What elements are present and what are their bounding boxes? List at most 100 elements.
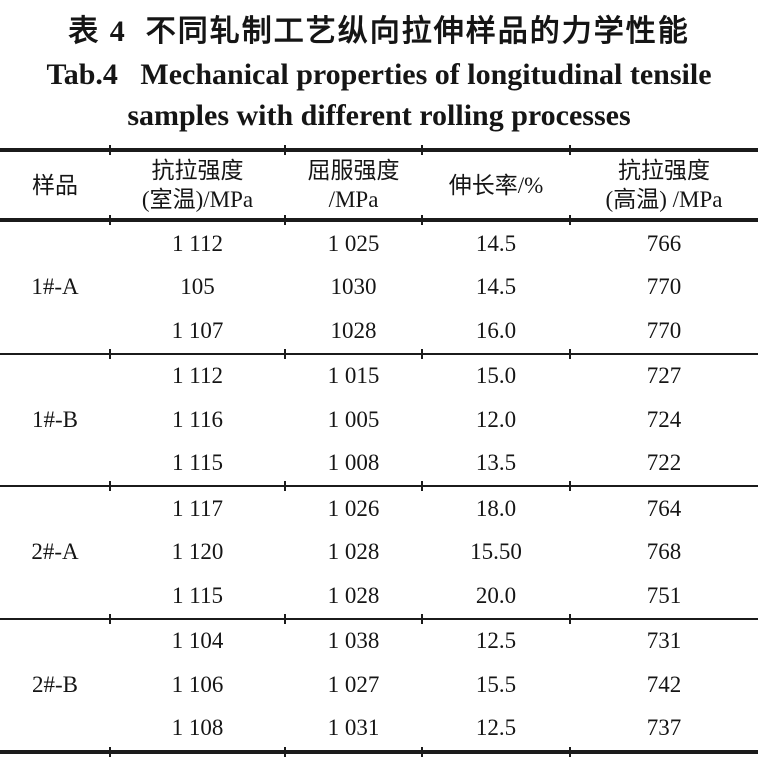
col-header-tensile-room: 抗拉强度 (室温)/MPa	[110, 152, 285, 218]
table-cell: 1 115	[172, 582, 223, 608]
col-header-yield: 屈服强度 /MPa	[285, 152, 422, 218]
table-cell: 1 027	[327, 671, 380, 697]
table-cell: 1 112	[172, 230, 223, 256]
table-cell: 20.0	[475, 582, 517, 608]
table-cell: 15.0	[475, 363, 517, 389]
table-cell: 1030	[330, 274, 377, 300]
column-tick	[421, 613, 423, 624]
sample-label: 1#-A	[31, 274, 79, 300]
table-cell: 1 038	[327, 628, 380, 654]
table-rule-group-3	[0, 613, 758, 624]
col-header-label: 屈服强度	[307, 158, 400, 183]
sample-label: 2#-B	[32, 671, 78, 697]
table-cell: 1 117	[172, 495, 223, 521]
table-cell: 770	[646, 274, 682, 300]
table-cell: 1 005	[327, 406, 380, 432]
table-cell: 12.5	[475, 628, 517, 654]
table-title-en-line2: samples with different rolling processes	[127, 99, 631, 132]
table-row: 1 117 1 026 18.0 764	[110, 487, 758, 531]
col-header-label: (室温)/MPa	[141, 187, 254, 212]
column-tick	[109, 348, 111, 359]
column-tick	[284, 145, 286, 155]
table-header-row: 样品 抗拉强度 (室温)/MPa 屈服强度 /MPa 伸长率/% 抗拉强度 (高…	[0, 152, 758, 218]
table-cell: 15.5	[475, 671, 517, 697]
sample-group-2b: 2#-B 1 104 1 038 12.5 731 1 106 1 027 15…	[0, 620, 758, 751]
column-tick	[109, 215, 111, 225]
column-tick	[284, 747, 286, 757]
sample-group-1b: 1#-B 1 112 1 015 15.0 727 1 116 1 005 12…	[0, 355, 758, 486]
table-cell: 1 028	[327, 539, 380, 565]
table-cell: 105	[180, 274, 215, 300]
column-tick	[569, 613, 571, 624]
table-row: 1 108 1 031 12.5 737	[110, 707, 758, 751]
table-rule-header-bottom	[0, 215, 758, 225]
sample-label: 2#-A	[31, 539, 79, 565]
table-cell: 770	[646, 317, 682, 343]
column-tick	[569, 145, 571, 155]
table-cell: 13.5	[475, 450, 517, 476]
table-rule-top	[0, 145, 758, 155]
table-row: 1 120 1 028 15.50 768	[110, 531, 758, 575]
table-cell: 727	[646, 363, 682, 389]
column-tick	[421, 747, 423, 757]
table-cell: 768	[646, 539, 682, 565]
column-tick	[284, 348, 286, 359]
table-cell: 722	[646, 450, 682, 476]
col-header-label: /MPa	[328, 187, 379, 212]
table-cell: 1 120	[171, 539, 224, 565]
column-tick	[109, 747, 111, 757]
table-row: 1 104 1 038 12.5 731	[110, 620, 758, 664]
table-cell: 18.0	[475, 495, 517, 521]
table-cell: 12.5	[475, 715, 517, 741]
column-tick	[109, 145, 111, 155]
table-rule-group-2	[0, 481, 758, 491]
table-cell: 1 025	[327, 230, 380, 256]
column-tick	[569, 481, 571, 491]
table-rule-bottom	[0, 747, 758, 757]
table-cell: 14.5	[475, 274, 517, 300]
data-table: 样品 抗拉强度 (室温)/MPa 屈服强度 /MPa 伸长率/% 抗拉强度 (高…	[0, 145, 758, 757]
table-cell: 1 026	[327, 495, 380, 521]
table-cell: 1 106	[171, 671, 224, 697]
sample-group-2a: 2#-A 1 117 1 026 18.0 764 1 120 1 028 15…	[0, 487, 758, 618]
table-cell: 1 116	[172, 406, 223, 432]
table-cell: 1 108	[171, 715, 224, 741]
column-tick	[569, 747, 571, 757]
table-row: 1 115 1 028 20.0 751	[110, 574, 758, 618]
table-cell: 764	[646, 495, 682, 521]
table-cell: 15.50	[470, 539, 522, 565]
table-title-en-line1: Tab.4 Mechanical properties of longitudi…	[46, 58, 712, 91]
table-row: 1 115 1 008 13.5 722	[110, 442, 758, 486]
sample-group-1a: 1#-A 1 112 1 025 14.5 766 105 1030 14.5 …	[0, 222, 758, 353]
table-row: 1 107 1028 16.0 770	[110, 309, 758, 353]
table-row: 1 112 1 025 14.5 766	[110, 222, 758, 266]
column-tick	[421, 145, 423, 155]
table-cell: 12.0	[475, 406, 517, 432]
col-header-label: 抗拉强度	[618, 158, 710, 183]
table-cell: 1 008	[327, 450, 380, 476]
table-cell: 751	[646, 582, 682, 608]
table-cell: 1028	[330, 317, 377, 343]
table-cell: 1 112	[172, 363, 223, 389]
table-cell: 737	[646, 715, 682, 741]
column-tick	[421, 481, 423, 491]
col-header-label: 伸长率/%	[448, 172, 544, 198]
column-tick	[421, 215, 423, 225]
table-cell: 1 031	[327, 715, 380, 741]
col-header-sample: 样品	[0, 152, 110, 218]
column-tick	[421, 348, 423, 359]
table-cell: 1 104	[171, 628, 224, 654]
col-header-label: 样品	[32, 172, 78, 198]
col-header-tensile-high: 抗拉强度 (高温) /MPa	[570, 152, 758, 218]
table-cell: 1 115	[172, 450, 223, 476]
column-tick	[569, 348, 571, 359]
table-rule-group-1	[0, 348, 758, 359]
table-row: 1 112 1 015 15.0 727	[110, 355, 758, 399]
column-tick	[109, 613, 111, 624]
col-header-elongation: 伸长率/%	[422, 152, 570, 218]
column-tick	[284, 215, 286, 225]
table-cell: 731	[646, 628, 682, 654]
table-row: 1 116 1 005 12.0 724	[110, 398, 758, 442]
table-title-zh: 表 4 不同轧制工艺纵向拉伸样品的力学性能	[68, 15, 690, 48]
